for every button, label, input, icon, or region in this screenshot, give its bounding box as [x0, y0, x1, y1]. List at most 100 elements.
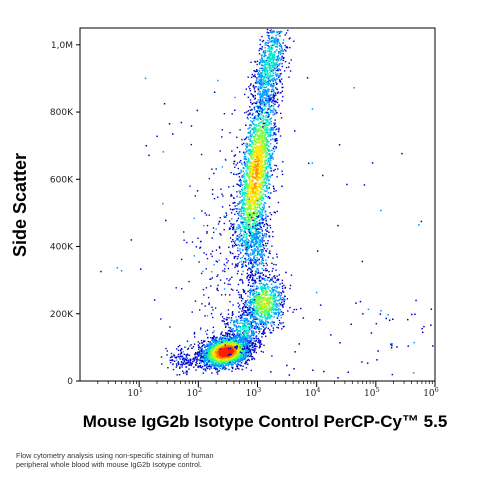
event-dot	[264, 316, 267, 319]
event-dot	[254, 222, 256, 224]
event-dot	[250, 316, 252, 318]
event-dot	[245, 166, 247, 168]
event-dot	[240, 202, 242, 204]
event-dot	[266, 307, 268, 309]
event-dot	[249, 109, 251, 111]
event-dot	[245, 306, 248, 308]
event-dot	[243, 291, 246, 293]
event-dot	[272, 69, 274, 71]
event-dot	[213, 353, 216, 355]
event-dot	[272, 299, 274, 301]
event-dot	[213, 357, 215, 359]
event-dot	[255, 241, 258, 243]
event-dot	[272, 111, 274, 114]
event-dot	[236, 136, 238, 138]
event-dot	[250, 154, 252, 156]
event-dot	[270, 127, 272, 129]
event-dot	[269, 157, 272, 159]
event-dot	[242, 282, 244, 284]
event-dot	[248, 301, 250, 304]
event-dot	[224, 366, 226, 369]
event-dot	[201, 350, 204, 352]
event-dot	[274, 299, 276, 301]
event-dot	[267, 170, 269, 173]
event-dot	[248, 86, 250, 88]
event-dot	[247, 290, 249, 293]
event-dot	[239, 190, 242, 192]
event-dot	[202, 344, 204, 347]
event-dot	[250, 140, 252, 142]
event-dot	[224, 365, 226, 367]
event-dot	[251, 245, 253, 247]
event-dot	[204, 361, 206, 363]
event-dot	[295, 308, 298, 311]
event-dot	[237, 362, 239, 365]
event-dot	[251, 146, 253, 148]
event-dot	[276, 304, 278, 306]
event-dot	[244, 342, 247, 344]
event-dot	[238, 357, 240, 359]
event-dot	[254, 295, 256, 297]
event-dot	[198, 346, 200, 348]
event-dot	[238, 214, 240, 217]
event-dot	[274, 309, 276, 311]
event-dot	[227, 332, 230, 335]
event-dot	[267, 42, 269, 44]
event-dot	[241, 356, 243, 359]
event-dot	[267, 308, 269, 311]
event-dot	[255, 325, 257, 327]
event-dot	[271, 306, 273, 308]
event-dot	[263, 206, 265, 208]
event-dot	[261, 294, 263, 296]
event-dot	[261, 216, 263, 218]
event-dot	[242, 200, 244, 202]
event-dot	[267, 196, 270, 198]
event-dot	[278, 305, 280, 307]
event-dot	[264, 322, 266, 324]
event-dot	[268, 196, 271, 199]
event-dot	[240, 260, 243, 263]
event-dot	[231, 223, 234, 226]
event-dot	[251, 346, 254, 348]
event-dot	[240, 296, 243, 298]
event-dot	[248, 344, 250, 346]
event-dot	[263, 247, 266, 250]
event-dot	[200, 362, 202, 364]
event-dot	[277, 168, 279, 170]
event-dot	[260, 310, 262, 312]
event-dot	[267, 316, 270, 318]
event-dot	[205, 363, 207, 366]
event-dot	[231, 314, 233, 316]
event-dot	[232, 304, 234, 306]
event-dot	[224, 342, 226, 344]
event-dot	[255, 132, 258, 134]
event-dot	[230, 342, 233, 345]
event-dot	[239, 227, 242, 229]
event-dot	[280, 314, 282, 317]
event-dot	[265, 112, 267, 115]
event-dot	[262, 209, 264, 211]
event-dot	[249, 292, 251, 295]
event-dot	[245, 185, 247, 187]
event-dot	[239, 342, 241, 344]
event-dot	[238, 224, 241, 226]
event-dot	[272, 321, 274, 323]
event-dot	[209, 353, 212, 356]
event-dot	[250, 230, 252, 233]
event-dot	[227, 283, 229, 285]
event-dot	[263, 309, 266, 312]
event-dot	[246, 350, 249, 353]
event-dot	[275, 302, 278, 305]
event-dot	[198, 362, 201, 364]
event-dot	[243, 210, 245, 213]
event-dot	[275, 305, 277, 308]
event-dot	[271, 311, 273, 314]
event-dot	[250, 229, 252, 231]
event-dot	[273, 150, 275, 152]
event-dot	[255, 343, 257, 345]
event-dot	[250, 137, 252, 139]
event-dot	[220, 336, 222, 339]
event-dot	[260, 127, 262, 129]
event-dot	[277, 295, 279, 297]
event-dot	[252, 321, 254, 323]
